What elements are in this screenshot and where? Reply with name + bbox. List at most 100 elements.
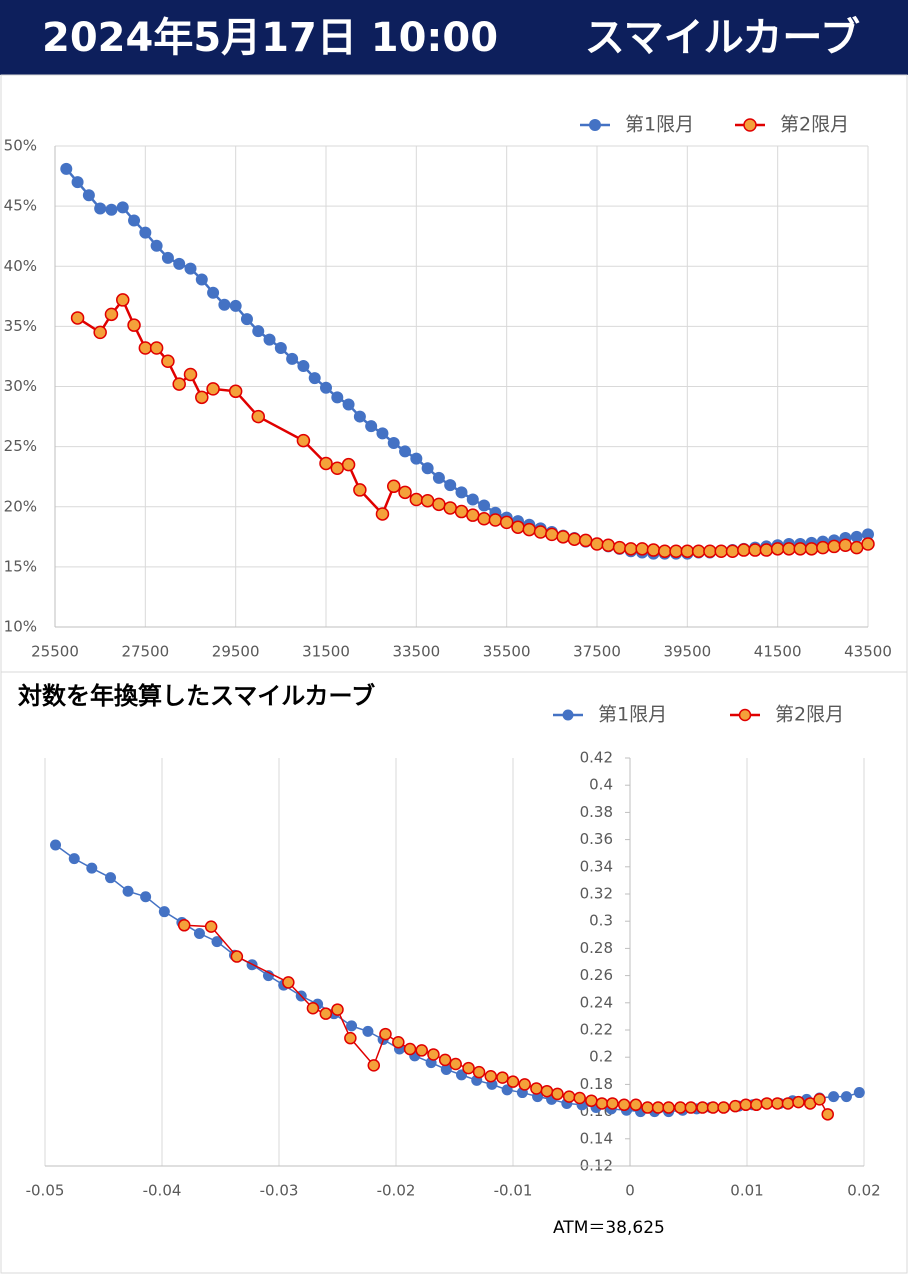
data-point	[562, 1090, 576, 1103]
data-point	[195, 273, 208, 286]
x-tick-label: 33500	[392, 643, 440, 661]
data-point	[376, 427, 389, 440]
data-point	[674, 1101, 687, 1114]
data-point	[399, 445, 412, 458]
data-point	[342, 398, 355, 411]
data-point	[398, 485, 412, 500]
y-tick-label: 25%	[4, 437, 37, 455]
data-point	[444, 479, 457, 492]
data-point	[641, 1101, 654, 1114]
data-point	[455, 486, 468, 499]
data-point	[792, 1095, 805, 1109]
y-tick-label: 45%	[4, 197, 37, 215]
legend-label: 第2限月	[775, 704, 844, 726]
data-point	[230, 950, 244, 963]
legend-marker	[738, 708, 752, 722]
data-point	[853, 1087, 865, 1099]
x-tick-label: 0.01	[730, 1182, 763, 1200]
x-tick-label: 39500	[663, 643, 711, 661]
y-tick-label: 0.22	[580, 1021, 613, 1039]
data-point	[71, 176, 84, 189]
data-point	[440, 1063, 452, 1075]
x-tick-label: 43500	[844, 643, 892, 661]
data-point	[488, 513, 503, 527]
data-point	[68, 853, 80, 865]
data-point	[472, 1065, 486, 1079]
data-point	[274, 342, 287, 355]
data-point	[816, 540, 830, 555]
data-point	[195, 390, 209, 405]
data-point	[306, 1001, 320, 1015]
series-line	[65, 168, 869, 555]
data-point	[94, 202, 107, 215]
data-point	[415, 1044, 428, 1057]
data-point	[211, 936, 223, 948]
x-tick-label: 35500	[483, 643, 531, 661]
data-point	[624, 542, 638, 556]
data-point	[750, 1098, 763, 1112]
data-point	[60, 162, 73, 175]
data-point	[410, 452, 423, 465]
data-point	[478, 499, 491, 512]
data-point	[403, 1042, 417, 1056]
data-point	[297, 360, 310, 373]
data-point	[849, 540, 864, 555]
data-point	[506, 1075, 520, 1088]
data-point	[228, 384, 243, 399]
x-tick-label: 27500	[121, 643, 169, 661]
data-point	[218, 298, 231, 311]
data-point	[353, 410, 366, 423]
data-point	[262, 970, 274, 982]
data-point	[319, 1007, 333, 1020]
data-point	[684, 1101, 698, 1114]
data-point	[387, 437, 400, 450]
data-point	[462, 1061, 475, 1075]
data-point	[771, 1097, 784, 1110]
data-point	[409, 492, 424, 507]
data-point	[331, 391, 344, 404]
y-tick-label: 10%	[4, 618, 37, 636]
data-point	[551, 1087, 564, 1101]
data-point	[432, 471, 445, 484]
data-point	[522, 522, 536, 537]
data-point	[362, 1025, 374, 1037]
chart-title: 対数を年換算したスマイルカーブ	[18, 682, 375, 710]
data-point	[158, 906, 170, 918]
data-point	[840, 1091, 852, 1103]
data-point	[511, 520, 525, 534]
legend-marker	[589, 119, 601, 131]
data-point	[813, 1093, 826, 1106]
legend-label: 第1限月	[598, 704, 667, 726]
data-point	[251, 409, 265, 424]
legend-label: 第1限月	[625, 114, 694, 136]
data-point	[651, 1101, 665, 1114]
data-point	[173, 257, 186, 270]
data-point	[392, 1035, 405, 1049]
data-point	[116, 201, 129, 214]
data-point	[149, 341, 164, 355]
data-point	[567, 532, 582, 546]
data-point	[150, 239, 163, 252]
data-point	[759, 543, 774, 557]
data-point	[717, 1101, 730, 1114]
y-tick-label: 0.28	[580, 939, 613, 957]
data-point	[838, 538, 853, 552]
data-point	[585, 1094, 598, 1107]
data-point	[739, 1098, 753, 1112]
data-point	[122, 885, 134, 897]
data-point	[748, 543, 762, 557]
data-point	[82, 189, 95, 202]
data-point	[556, 530, 570, 544]
data-point	[533, 525, 548, 539]
data-point	[862, 528, 874, 541]
data-point	[449, 1057, 462, 1071]
panel	[0, 74, 908, 673]
data-point	[496, 1071, 509, 1084]
y-tick-label: 35%	[4, 317, 37, 335]
data-point	[725, 544, 740, 558]
data-point	[104, 307, 119, 322]
x-tick-label: -0.03	[260, 1182, 299, 1200]
data-point	[443, 501, 457, 515]
data-point	[296, 433, 311, 448]
